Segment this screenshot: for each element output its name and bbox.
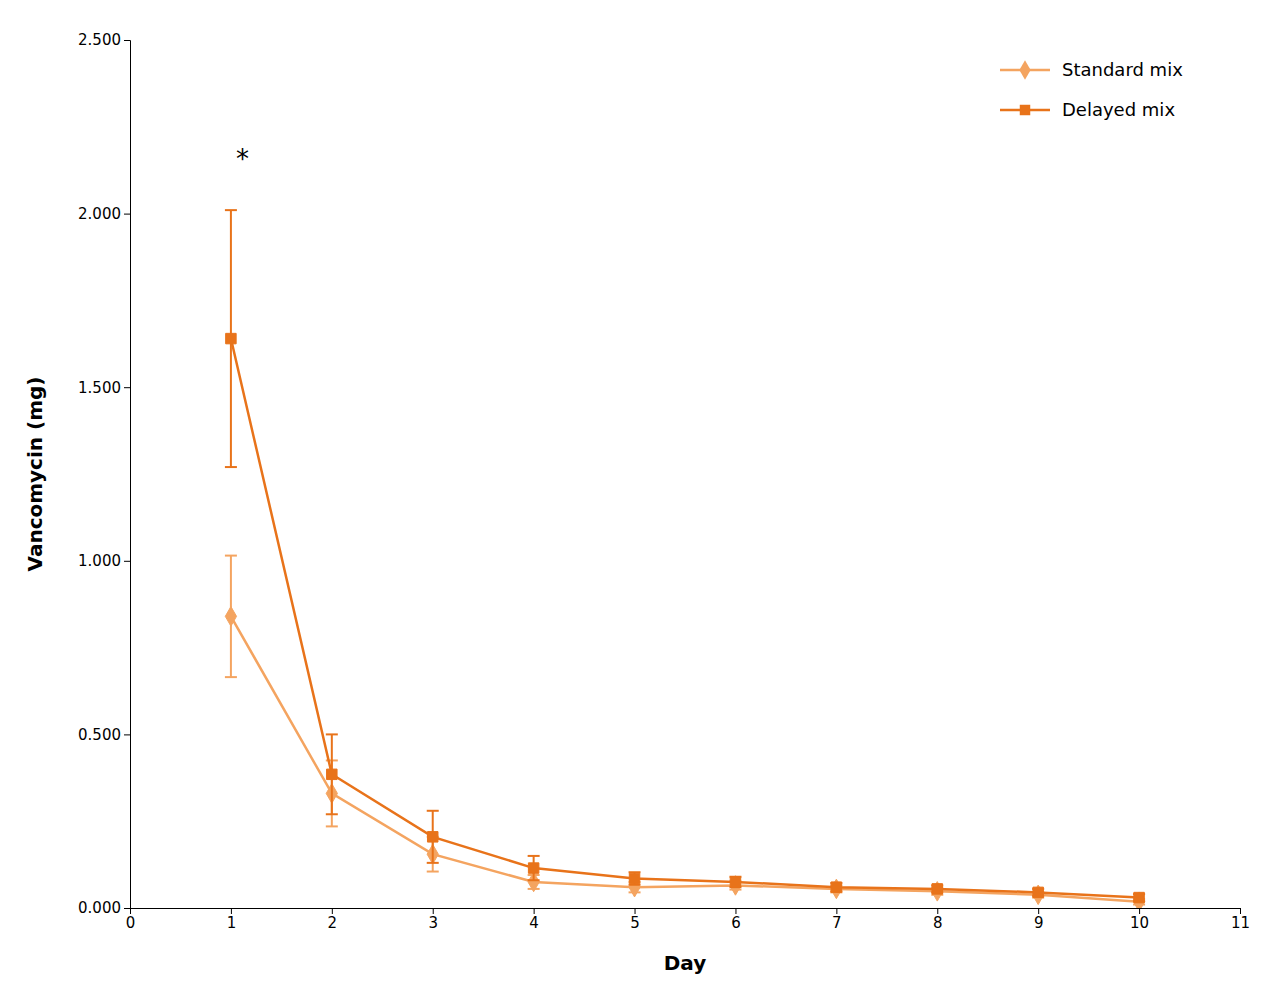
annotation: *: [236, 144, 249, 174]
tick: 3: [428, 908, 438, 932]
tick: 4: [529, 908, 539, 932]
point: [831, 879, 842, 899]
tick: 8: [933, 908, 943, 932]
legend-label: Standard mix: [1062, 59, 1183, 80]
tick: 5: [630, 908, 640, 932]
tick-label: 1.500: [78, 379, 121, 397]
tick-label: 0.000: [78, 899, 121, 917]
point: [226, 333, 236, 343]
tick: 7: [832, 908, 842, 932]
tick-label: 5: [630, 914, 640, 932]
point: [528, 863, 538, 873]
point: [1033, 887, 1043, 897]
point: [1134, 892, 1144, 902]
marks: [225, 210, 1145, 908]
tick: 0: [126, 908, 136, 932]
error-cap: [225, 555, 237, 557]
point: [427, 832, 437, 842]
error-cap: [528, 855, 540, 857]
tick-label: 6: [731, 914, 741, 932]
tick-label: 11: [1231, 914, 1250, 932]
legend-marker: [1019, 60, 1030, 80]
tick-mark: [124, 214, 130, 215]
point: [225, 607, 236, 627]
error-bar: [326, 734, 338, 814]
point: [1133, 892, 1144, 908]
tick-label: 1.000: [78, 552, 121, 570]
point: [730, 877, 740, 887]
tick-label: 1: [227, 914, 237, 932]
error-bar: [629, 872, 641, 884]
error-cap: [326, 825, 338, 827]
tick: 10: [1130, 908, 1149, 932]
y-axis-title: Vancomycin (mg): [23, 377, 47, 572]
tick-mark: [124, 908, 130, 909]
legend: Standard mix Delayed mix: [1000, 59, 1183, 120]
x-axis-title: Day: [664, 951, 707, 975]
point: [730, 876, 741, 896]
tick-label: 3: [428, 914, 438, 932]
tick-label: 4: [529, 914, 539, 932]
point: [1033, 885, 1044, 905]
error-cap: [427, 810, 439, 812]
error-cap: [326, 813, 338, 815]
tick: 9: [1034, 908, 1044, 932]
tick: 1.000: [78, 552, 130, 570]
tick-label: 2: [328, 914, 338, 932]
error-bar: [225, 556, 237, 678]
tick-mark: [124, 40, 130, 41]
error-cap: [225, 676, 237, 678]
point: [932, 882, 943, 902]
tick: 1: [227, 908, 237, 932]
tick-mark: [124, 387, 130, 388]
tick: 2: [328, 908, 338, 932]
axis-line: [131, 909, 1241, 915]
y-axis: 0.000 0.500 1.000 1.500 2.000 2.500: [78, 31, 130, 917]
tick-label: 0.500: [78, 726, 121, 744]
tick: 2.500: [78, 31, 130, 49]
axis-line: [124, 41, 131, 909]
legend-item: Delayed mix: [1000, 99, 1175, 120]
chart: 0 1 2 3 4 5 6 7 8 9 10 11 0.000 0.500 1.000 1.500 2.000 2…: [0, 0, 1280, 1008]
legend-marker: [1020, 105, 1030, 115]
error-cap: [528, 879, 540, 881]
series: [225, 556, 1145, 908]
tick-mark: [124, 561, 130, 562]
tick-label: 0: [126, 914, 136, 932]
error-bar: [528, 856, 540, 880]
tick-label: 9: [1034, 914, 1044, 932]
point: [629, 873, 639, 883]
error-cap: [225, 209, 237, 211]
error-cap: [427, 871, 439, 873]
tick-label: 2.000: [78, 205, 121, 223]
tick-label: 2.500: [78, 31, 121, 49]
error-cap: [326, 733, 338, 735]
point: [831, 882, 841, 892]
series-line: [231, 616, 1139, 901]
legend-item: Standard mix: [1000, 59, 1183, 80]
tick: 11: [1231, 908, 1250, 932]
tick-label: 10: [1130, 914, 1149, 932]
error-bar: [225, 210, 237, 467]
legend-label: Delayed mix: [1062, 99, 1175, 120]
tick: 6: [731, 908, 741, 932]
tick-label: 7: [832, 914, 842, 932]
tick-mark: [124, 734, 130, 735]
series: [225, 210, 1145, 903]
error-bar: [729, 877, 741, 887]
tick: 0.000: [78, 899, 130, 917]
x-axis: 0 1 2 3 4 5 6 7 8 9 10 11: [126, 908, 1250, 932]
tick: 2.000: [78, 205, 130, 223]
error-bar: [427, 811, 439, 863]
point: [327, 769, 337, 779]
tick-label: 8: [933, 914, 943, 932]
error-cap: [427, 862, 439, 864]
point: [932, 884, 942, 894]
tick: 1.500: [78, 379, 130, 397]
tick: 0.500: [78, 726, 130, 744]
plot-root: 0 1 2 3 4 5 6 7 8 9 10 11 0.000 0.500 1.000 1.500 2.000 2…: [23, 31, 1250, 975]
error-cap: [225, 466, 237, 468]
series-line: [231, 339, 1139, 898]
